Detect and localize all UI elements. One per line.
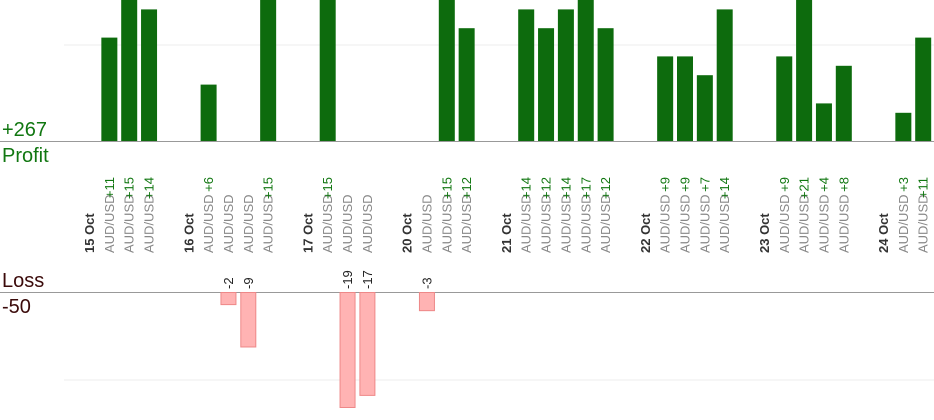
pair-label: AUD/USD xyxy=(717,194,732,253)
profit-value-label: +9 xyxy=(658,177,673,192)
date-label: 24 Oct xyxy=(876,213,891,253)
profit-bar xyxy=(438,0,455,141)
pair-label: AUD/USD xyxy=(816,194,831,253)
date-label: 23 Oct xyxy=(757,213,772,253)
loss-value-label: -3 xyxy=(419,277,434,289)
loss-value-label: -17 xyxy=(360,270,375,289)
profit-bar xyxy=(319,0,336,141)
pair-label: AUD/USD xyxy=(598,194,613,253)
loss-bar xyxy=(240,292,257,348)
profit-value-label: +7 xyxy=(697,177,712,192)
pair-label: AUD/USD xyxy=(896,194,911,253)
date-label: 16 Oct xyxy=(181,213,196,253)
profit-value-label: +9 xyxy=(777,177,792,192)
profit-value-label: +14 xyxy=(142,177,157,199)
loss-bar xyxy=(359,292,376,396)
pair-label: AUD/USD xyxy=(201,194,216,253)
pair-label: AUD/USD xyxy=(678,194,693,253)
loss-value-label: -2 xyxy=(221,277,236,289)
profit-value-label: +12 xyxy=(598,177,613,199)
profit-bar xyxy=(677,56,693,141)
profit-bar xyxy=(141,9,158,142)
profit-bar xyxy=(835,65,852,141)
profit-value-label: +9 xyxy=(678,177,693,192)
profit-bar xyxy=(696,75,713,141)
pair-label: AUD/USD xyxy=(777,194,792,253)
profit-value-label: +15 xyxy=(320,177,335,199)
pair-label: AUD/USD xyxy=(122,194,137,253)
pair-label: AUD/USD xyxy=(836,194,851,253)
loss-value-label: -19 xyxy=(340,270,355,289)
pair-label: AUD/USD xyxy=(459,194,474,253)
date-label: 20 Oct xyxy=(400,213,415,253)
profit-value-label: +11 xyxy=(916,177,931,198)
pair-label: AUD/USD xyxy=(578,194,593,253)
profit-bar xyxy=(657,56,674,141)
loss-label: Loss xyxy=(2,270,45,292)
profit-value-label: +15 xyxy=(439,177,454,199)
profit-bar xyxy=(776,56,793,141)
profit-value-label: +15 xyxy=(261,177,276,199)
pair-label: AUD/USD xyxy=(797,194,812,253)
pair-label: AUD/USD xyxy=(419,194,434,253)
loss-total: -50 xyxy=(2,296,31,318)
profit-bar xyxy=(538,28,555,142)
profit-label: Profit xyxy=(2,145,49,167)
pair-label: AUD/USD xyxy=(360,194,375,253)
pair-label: AUD/USD xyxy=(340,194,355,253)
profit-value-label: +4 xyxy=(816,177,831,192)
profit-bar xyxy=(716,9,733,142)
profit-bar xyxy=(518,9,535,142)
pair-label: AUD/USD xyxy=(221,194,236,253)
pair-label: AUD/USD xyxy=(439,194,454,253)
profit-value-label: +14 xyxy=(558,177,573,199)
pair-label: AUD/USD xyxy=(916,194,931,253)
profit-bar xyxy=(260,0,277,141)
date-label: 21 Oct xyxy=(499,213,514,253)
pair-label: AUD/USD xyxy=(697,194,712,253)
profit-value-label: +3 xyxy=(896,177,911,192)
date-label: 17 Oct xyxy=(300,213,315,253)
profit-bar xyxy=(796,0,813,141)
profit-bar xyxy=(815,103,832,141)
profit-value-label: +21 xyxy=(797,177,812,199)
profit-bar xyxy=(577,0,594,141)
pair-label: AUD/USD xyxy=(261,194,276,253)
profit-bar xyxy=(915,37,932,141)
profit-value-label: +6 xyxy=(201,177,216,192)
loss-bar xyxy=(418,292,435,312)
profit-bar xyxy=(121,0,138,141)
profit-value-label: +8 xyxy=(836,177,851,192)
pair-label: AUD/USD xyxy=(539,194,554,253)
profit-bar xyxy=(597,28,614,142)
loss-value-label: -9 xyxy=(241,277,256,289)
pair-label: AUD/USD xyxy=(558,194,573,253)
pair-label: AUD/USD xyxy=(241,194,256,253)
pair-label: AUD/USD xyxy=(519,194,534,253)
profit-bar xyxy=(101,37,118,141)
profit-value-label: +12 xyxy=(539,177,554,199)
profit-value-label: +11 xyxy=(102,177,117,198)
loss-bar xyxy=(220,292,237,306)
profit-value-label: +14 xyxy=(519,177,534,199)
profit-bar xyxy=(895,112,912,141)
loss-bar xyxy=(339,292,356,408)
pair-label: AUD/USD xyxy=(658,194,673,253)
pair-label: AUD/USD xyxy=(320,194,335,253)
profit-value-label: +14 xyxy=(717,177,732,199)
profit-bar xyxy=(458,28,475,142)
date-label: 22 Oct xyxy=(638,213,653,253)
profit-value-label: +12 xyxy=(459,177,474,199)
profit-value-label: +15 xyxy=(122,177,137,199)
profit-value-label: +17 xyxy=(578,177,593,199)
date-label: 15 Oct xyxy=(82,213,97,253)
profit-total: +267 xyxy=(2,119,48,141)
profit-bar xyxy=(200,84,217,141)
pair-label: AUD/USD xyxy=(142,194,157,253)
profit-bar xyxy=(557,9,574,142)
pair-label: AUD/USD xyxy=(102,194,117,253)
